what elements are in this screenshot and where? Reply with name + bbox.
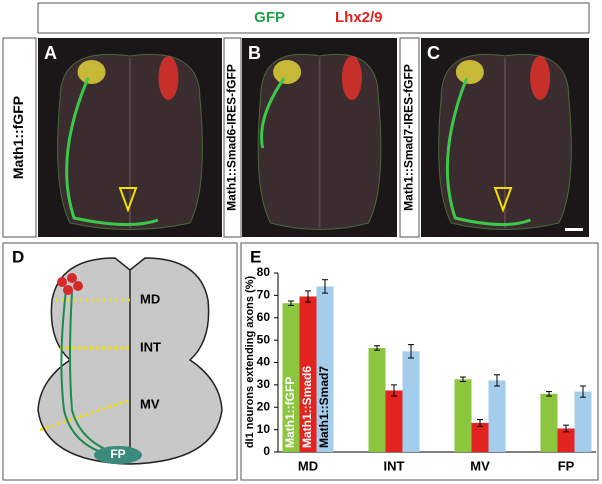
- region-label: MD: [140, 291, 160, 306]
- bar: [282, 303, 300, 452]
- y-tick-label: 10: [257, 422, 271, 436]
- lhx-signal: [158, 56, 179, 100]
- bar: [402, 351, 420, 452]
- header-gfp: GFP: [254, 9, 285, 26]
- gfp-signal: [273, 60, 302, 84]
- x-tick-label: MV: [470, 458, 490, 473]
- neuron: [63, 285, 73, 295]
- side-label-box: [2, 37, 37, 238]
- y-tick-label: 50: [257, 332, 271, 346]
- y-tick-label: 60: [257, 310, 271, 324]
- scale-bar: [565, 228, 583, 231]
- x-tick-label: MD: [298, 458, 318, 473]
- gfp-signal: [77, 60, 106, 84]
- bar: [316, 286, 334, 452]
- bar: [454, 379, 472, 452]
- bar: [574, 391, 592, 452]
- arrowhead: [118, 187, 138, 213]
- mv-line: [39, 398, 131, 432]
- header-lhx: Lhx2/9: [335, 9, 383, 26]
- y-tick-label: 20: [257, 399, 271, 413]
- panel-letter: A: [44, 43, 57, 63]
- panel-letter: E: [250, 247, 261, 266]
- side-label: Math1::Smad6-IRES-fGFP: [225, 64, 239, 211]
- side-label: Math1::fGFP: [10, 96, 26, 179]
- bar: [368, 347, 386, 452]
- bar: [540, 393, 558, 452]
- panel-letter: B: [248, 43, 261, 63]
- bar: [557, 428, 575, 452]
- x-tick-label: INT: [384, 458, 405, 473]
- bar: [488, 380, 506, 452]
- region-label: MV: [140, 396, 160, 411]
- header-box: [37, 2, 590, 34]
- side-label-box: [223, 37, 242, 238]
- gfp-axons: [260, 77, 286, 149]
- gfp-axons: [65, 77, 159, 226]
- legend-label: Math1::Smad7: [317, 366, 331, 448]
- lhx-signal: [530, 56, 551, 100]
- spinal-cord-diagram: MD INT MV FP: [37, 257, 223, 465]
- side-label-box: [399, 37, 420, 238]
- axon-tract: [60, 289, 113, 456]
- gfp-axons: [445, 77, 532, 227]
- legend-label: Math1::fGFP: [283, 377, 297, 448]
- neuron: [57, 277, 67, 287]
- lhx-signal: [341, 56, 362, 100]
- region-label: FP: [110, 447, 125, 461]
- side-label: Math1::Smad7-IRES-fGFP: [402, 64, 416, 211]
- arrowhead: [493, 187, 513, 213]
- y-tick-label: 70: [257, 288, 271, 302]
- y-tick-label: 80: [257, 265, 271, 279]
- y-axis-label: dI1 neurons extending axons (%): [244, 275, 256, 448]
- y-tick-label: 30: [257, 377, 271, 391]
- panel-letter: D: [12, 247, 24, 266]
- legend-label: Math1::Smad6: [300, 366, 314, 448]
- neuron: [73, 281, 83, 291]
- floor-plate: [94, 446, 142, 464]
- neuron: [67, 273, 77, 283]
- bar: [299, 296, 317, 452]
- gfp-signal: [455, 60, 484, 84]
- y-tick-label: 0: [263, 444, 270, 458]
- x-tick-label: FP: [558, 458, 575, 473]
- panel-letter: C: [427, 43, 440, 63]
- bar: [385, 390, 403, 452]
- y-tick-label: 40: [257, 355, 271, 369]
- bar: [471, 422, 489, 452]
- region-label: INT: [140, 339, 161, 354]
